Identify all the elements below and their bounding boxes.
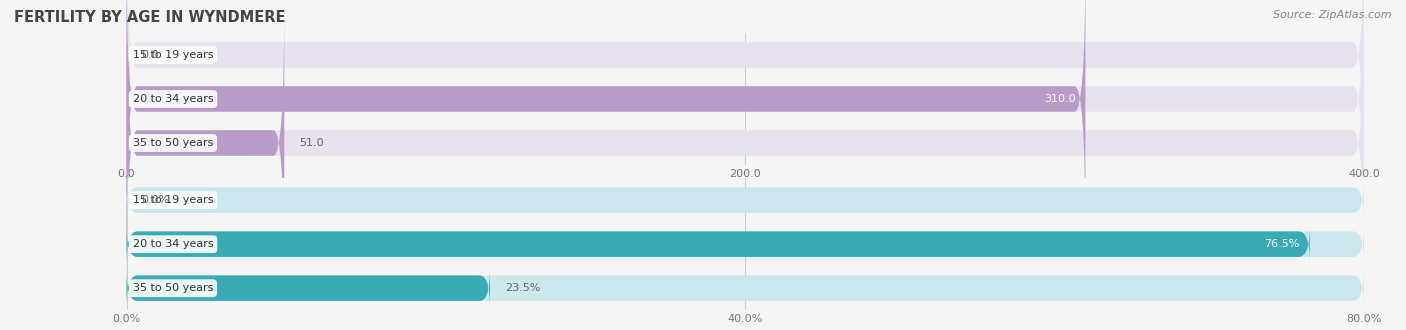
FancyBboxPatch shape — [127, 270, 491, 306]
Text: 35 to 50 years: 35 to 50 years — [132, 283, 214, 293]
Text: 0.0: 0.0 — [142, 50, 159, 60]
Text: 20 to 34 years: 20 to 34 years — [132, 239, 214, 249]
Text: 15 to 19 years: 15 to 19 years — [132, 50, 214, 60]
FancyBboxPatch shape — [127, 226, 1310, 262]
Text: 310.0: 310.0 — [1043, 94, 1076, 104]
FancyBboxPatch shape — [127, 3, 1364, 283]
Text: FERTILITY BY AGE IN WYNDMERE: FERTILITY BY AGE IN WYNDMERE — [14, 10, 285, 25]
FancyBboxPatch shape — [127, 0, 1085, 239]
Text: 35 to 50 years: 35 to 50 years — [132, 138, 214, 148]
Text: 15 to 19 years: 15 to 19 years — [132, 195, 214, 205]
FancyBboxPatch shape — [127, 226, 1364, 262]
FancyBboxPatch shape — [127, 182, 1364, 218]
FancyBboxPatch shape — [127, 3, 284, 283]
FancyBboxPatch shape — [127, 0, 1364, 239]
Text: 20 to 34 years: 20 to 34 years — [132, 94, 214, 104]
Text: 0.0%: 0.0% — [142, 195, 170, 205]
Text: 23.5%: 23.5% — [505, 283, 540, 293]
Text: 51.0: 51.0 — [299, 138, 323, 148]
FancyBboxPatch shape — [127, 0, 1364, 195]
Text: Source: ZipAtlas.com: Source: ZipAtlas.com — [1274, 10, 1392, 20]
Text: 76.5%: 76.5% — [1264, 239, 1299, 249]
FancyBboxPatch shape — [127, 270, 1364, 306]
